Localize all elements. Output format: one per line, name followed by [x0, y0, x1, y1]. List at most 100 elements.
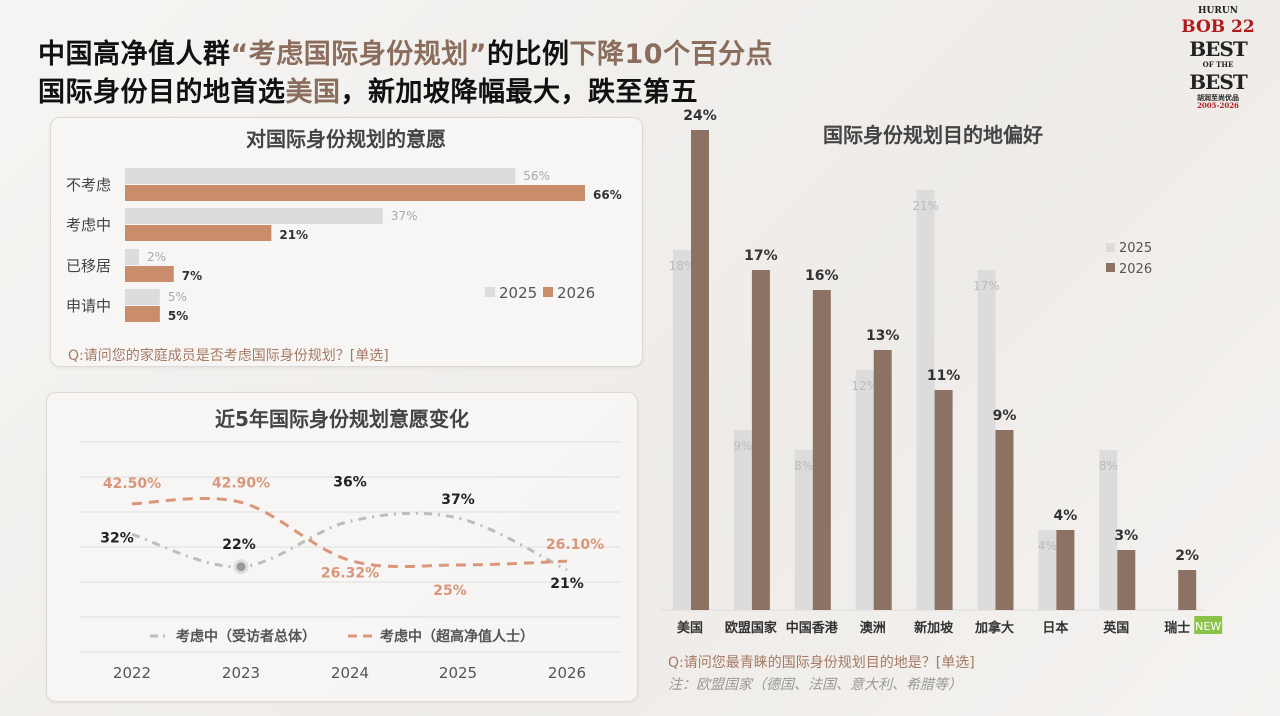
chart3-label-2025: 18% — [669, 259, 696, 273]
chart3-label-2025: 4% — [1038, 539, 1057, 553]
chart2-label-hnw: 25% — [433, 583, 467, 599]
chart3-category-label: 美国 — [677, 620, 703, 636]
chart2-label-overall: 37% — [441, 492, 475, 508]
logo-years: 2005-2026 — [1197, 100, 1239, 110]
chart3-label-2025: 17% — [973, 279, 1000, 293]
chart1-category-label: 不考虑 — [66, 176, 111, 194]
chart3-label-2026: 3% — [1114, 528, 1138, 544]
chart3-bar-2026 — [934, 390, 953, 610]
chart3-bar-2025 — [855, 370, 874, 610]
logo-best2: BEST — [1189, 69, 1247, 94]
chart3-title: 国际身份规划目的地偏好 — [823, 123, 1043, 147]
headline-highlight: 下降10个百分点 — [569, 39, 774, 70]
legend1-label-2026: 2026 — [557, 284, 595, 302]
chart1-title: 对国际身份规划的意愿 — [246, 127, 446, 151]
chart1-label-2025: 37% — [391, 209, 418, 223]
chart3-bar-2026 — [1117, 550, 1136, 610]
chart2-title: 近5年国际身份规划意愿变化 — [215, 407, 469, 431]
logo-of-the: OF THE — [1202, 60, 1234, 70]
chart1-bar-2025 — [125, 168, 516, 184]
chart1-bar-2025 — [125, 249, 139, 265]
chart2-x-tick: 2022 — [113, 664, 151, 682]
chart1-category-label: 考虑中 — [66, 216, 111, 234]
chart2-label-overall: 22% — [222, 537, 256, 553]
chart1-category-label: 已移居 — [66, 257, 111, 275]
chart2-label-overall: 32% — [100, 530, 134, 546]
chart1-bar-2026 — [125, 306, 160, 322]
chart3-bar-2025 — [794, 450, 813, 610]
chart3-bar-2026 — [751, 270, 770, 610]
chart2-x-tick: 2025 — [439, 664, 477, 682]
chart2-line-hnw — [131, 496, 568, 569]
headline-text: 国际身份目的地首选 — [38, 77, 286, 108]
chart3-category-label: 中国香港 — [786, 620, 839, 636]
chart3-label-2026: 9% — [993, 408, 1017, 424]
chart3-label-2025: 8% — [1099, 459, 1118, 473]
chart2-label-hnw: 42.50% — [103, 476, 161, 492]
legend3-swatch-2026 — [1106, 263, 1115, 272]
chart3-label-2026: 4% — [1054, 508, 1078, 524]
chart3-bar-2025 — [977, 270, 996, 610]
question-1: Q:请问您的家庭成员是否考虑国际身份规划？[单选] — [68, 348, 389, 364]
chart2-label-overall: 36% — [333, 474, 367, 490]
chart3-bar-2025 — [673, 250, 691, 610]
legend3-swatch-2025 — [1106, 243, 1115, 252]
logo-best: BEST — [1189, 37, 1247, 62]
chart3-label-2025: 21% — [912, 199, 939, 213]
chart1-label-2025: 56% — [523, 169, 550, 183]
headline-2: 国际身份目的地首选美国，新加坡降幅最大，跌至第五 — [38, 70, 698, 109]
legend2-label-overall: 考虑中（受访者总体） — [176, 628, 316, 645]
logo-cn: 胡润至尚优品 — [1197, 92, 1239, 102]
logo-brand: HURUN — [1198, 6, 1238, 16]
chart3-category-label: 加拿大 — [974, 620, 1014, 636]
chart1-bar-2026 — [125, 225, 272, 241]
headline-highlight: 美国 — [285, 77, 341, 108]
chart1-bar-2025 — [125, 208, 383, 224]
legend1-swatch-2026 — [543, 287, 553, 297]
legend1-swatch-2025 — [485, 287, 495, 297]
chart3-bar-2026 — [691, 130, 709, 610]
hurun-logo: HURUN BOB 22 BEST OF THE BEST 胡润至尚优品 200… — [1170, 6, 1266, 110]
chart3-label-2026: 17% — [744, 248, 778, 264]
chart2-label-overall: 21% — [550, 576, 584, 592]
willingness-panel — [50, 117, 643, 367]
chart3-bar-2026 — [995, 430, 1014, 610]
headline-text: 的比例 — [487, 39, 570, 70]
chart3-category-label: 澳洲 — [860, 620, 886, 636]
chart1-label-2026: 7% — [182, 269, 202, 283]
chart3-bar-2026 — [1178, 570, 1197, 610]
legend3-label-2026: 2026 — [1119, 262, 1152, 277]
legend3-label-2025: 2025 — [1119, 241, 1152, 256]
new-badge-label: NEW — [1195, 620, 1221, 633]
chart1-bar-2026 — [125, 185, 585, 201]
logo-bob: BOB 22 — [1181, 16, 1255, 37]
chart2-x-tick: 2023 — [222, 664, 260, 682]
chart1-label-2025: 5% — [168, 290, 187, 304]
chart3-category-label: 日本 — [1042, 620, 1068, 636]
headline-text: 中国高净值人群 — [38, 39, 231, 70]
chart2-label-hnw: 26.10% — [546, 537, 604, 553]
new-badge — [1194, 616, 1223, 634]
chart3-bar-2025 — [916, 190, 935, 610]
chart3-bar-2025 — [1038, 530, 1057, 610]
chart2-highlight-point — [233, 559, 249, 575]
chart3-category-label: 欧盟国家 — [725, 620, 778, 636]
chart3-bar-2026 — [873, 350, 892, 610]
headline-highlight: “考虑国际身份规划” — [230, 39, 487, 70]
chart2-x-tick: 2024 — [331, 664, 369, 682]
chart3-category-label: 新加坡 — [914, 620, 954, 636]
chart3-category-label: 英国 — [1102, 620, 1129, 636]
chart1-label-2026: 5% — [168, 309, 188, 323]
chart3-bar-2025 — [733, 430, 752, 610]
chart3-label-2026: 2% — [1175, 548, 1199, 564]
chart3-bar-2026 — [812, 290, 831, 610]
chart1-label-2026: 21% — [279, 228, 308, 242]
chart3-label-2025: 9% — [733, 439, 752, 453]
chart1-bar-2026 — [125, 266, 174, 282]
chart3-bar-2026 — [1056, 530, 1075, 610]
note: 注：欧盟国家（德国、法国、意大利、希腊等） — [668, 677, 962, 693]
chart3-label-2025: 12% — [851, 379, 878, 393]
chart3-bar-2025 — [1099, 450, 1118, 610]
legend1-label-2025: 2025 — [499, 284, 537, 302]
